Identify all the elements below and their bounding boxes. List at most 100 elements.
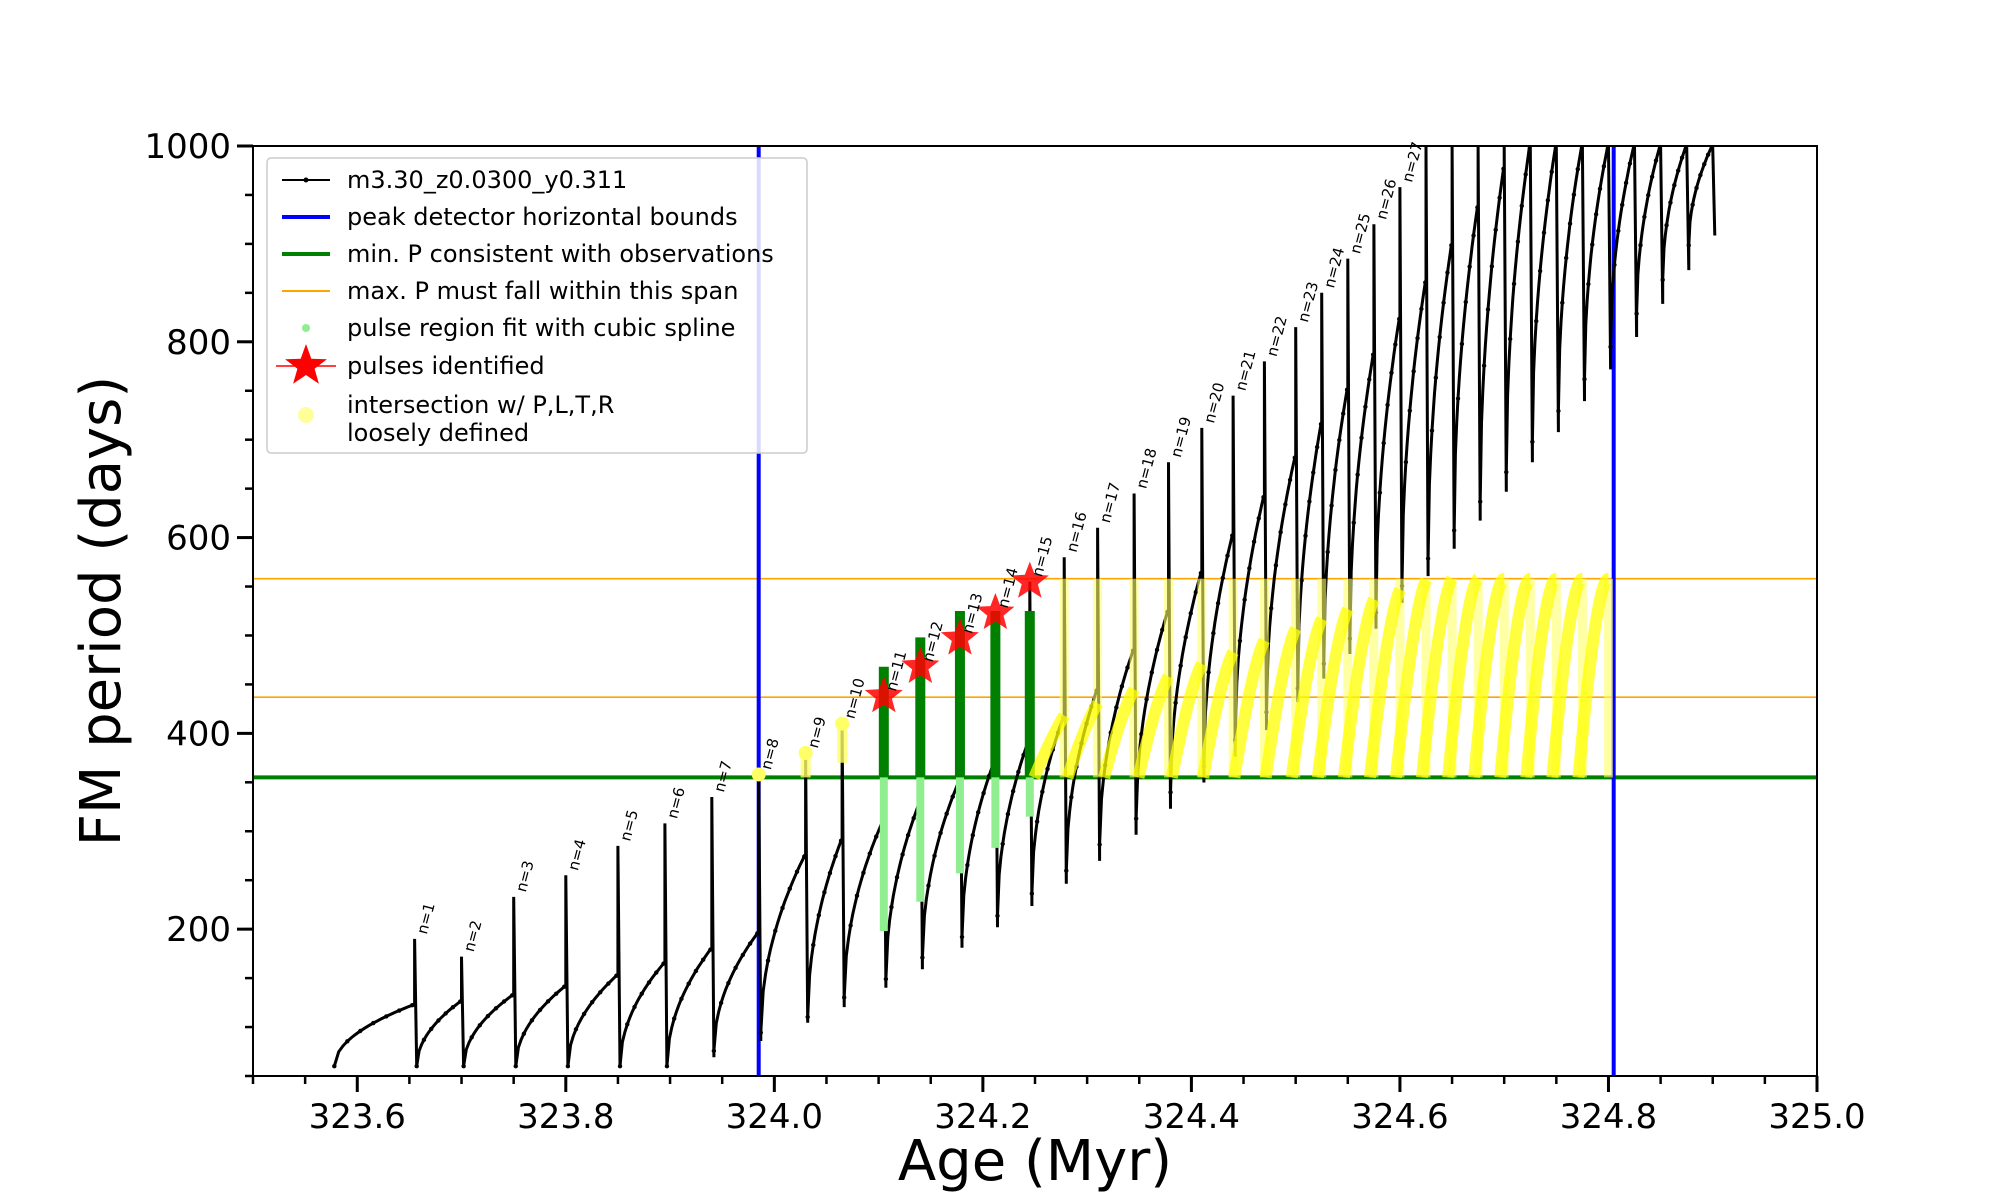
x-tick-label: 324.4 <box>1143 1097 1240 1137</box>
model-point <box>1225 553 1230 558</box>
pulse-number-label: n=17 <box>1096 480 1124 524</box>
model-point <box>1493 227 1498 233</box>
model-point <box>1268 606 1274 611</box>
model-point <box>1149 670 1155 675</box>
legend-key-circle <box>298 407 314 423</box>
model-point <box>1463 299 1468 305</box>
legend-label: m3.30_z0.0300_y0.311 <box>347 166 627 194</box>
model-point <box>867 851 873 856</box>
intersection-point <box>835 716 850 731</box>
model-point <box>822 890 827 895</box>
model-point <box>1419 306 1424 312</box>
intersection-arc <box>1468 572 1508 778</box>
model-point <box>995 913 1000 919</box>
model-point <box>827 870 833 876</box>
model-point <box>1702 162 1707 167</box>
pulse-number-label: n=2 <box>460 918 486 953</box>
intersection-arc <box>1228 637 1270 779</box>
pulse-number-label: n=18 <box>1133 446 1161 490</box>
model-point <box>1411 369 1416 374</box>
model-point <box>848 923 853 928</box>
intersection-arc <box>1390 577 1432 779</box>
model-point <box>938 830 943 836</box>
model-point <box>1125 665 1130 670</box>
x-axis-title: Age (Myr) <box>898 1129 1172 1194</box>
pulse-number-label: n=12 <box>919 619 947 663</box>
pulse-number-label: n=5 <box>616 808 642 843</box>
model-point <box>1672 183 1677 188</box>
model-point <box>1690 202 1695 207</box>
legend-key-star <box>285 344 327 384</box>
x-tick-label: 324.0 <box>726 1097 823 1137</box>
model-point <box>780 905 785 911</box>
model-point <box>959 934 965 940</box>
model-point <box>421 1037 427 1043</box>
model-point <box>1351 520 1356 525</box>
model-point <box>1497 195 1502 200</box>
model-point <box>900 852 905 857</box>
model-point <box>1355 472 1360 477</box>
model-point <box>1287 477 1293 483</box>
model-point <box>1523 172 1528 177</box>
model-point <box>747 941 753 946</box>
intersection-arc <box>1061 699 1103 780</box>
y-axis-title: FM period (days) <box>69 376 134 846</box>
model-point <box>410 1003 415 1008</box>
model-point <box>733 965 738 970</box>
model-point <box>700 957 706 962</box>
pulse-number-label: n=21 <box>1232 348 1260 392</box>
model-point <box>679 996 684 1002</box>
model-point <box>883 976 889 982</box>
y-tick-label: 1000 <box>144 127 231 167</box>
model-point <box>1341 411 1346 416</box>
model-point <box>1449 243 1454 248</box>
model-point <box>708 947 713 952</box>
identified-pulse-star <box>901 646 940 683</box>
pulse-number-label: n=10 <box>841 676 869 720</box>
model-point <box>1698 172 1703 178</box>
model-point <box>787 886 792 891</box>
model-point <box>1425 556 1431 561</box>
legend-label: peak detector horizontal bounds <box>347 203 738 231</box>
model-point <box>1173 700 1178 705</box>
model-point <box>1397 316 1402 322</box>
model-point <box>838 838 844 843</box>
intersection-arc <box>1520 572 1560 778</box>
model-point <box>1571 192 1577 197</box>
intersection-arc <box>1337 596 1380 779</box>
model-point <box>975 810 981 815</box>
model-point <box>1694 185 1699 191</box>
pulse-number-label: n=23 <box>1294 280 1322 324</box>
model-point <box>1441 300 1446 305</box>
model-point <box>981 790 986 796</box>
model-point <box>589 999 595 1005</box>
model-point <box>1459 341 1465 347</box>
model-point <box>614 973 619 978</box>
pulse-number-label: n=13 <box>958 591 986 635</box>
model-point <box>1377 490 1383 495</box>
pulse-number-label: n=26 <box>1372 177 1400 221</box>
pulse-number-label: n=14 <box>994 566 1022 610</box>
pulse-number-label: n=9 <box>804 715 830 750</box>
model-point <box>1211 631 1216 636</box>
model-point <box>1549 169 1554 174</box>
model-point <box>1160 627 1165 633</box>
model-point <box>625 1022 630 1027</box>
model-point <box>920 955 925 960</box>
model-point <box>1537 268 1543 274</box>
intersection-arc <box>1416 575 1458 779</box>
model-point <box>1385 402 1390 408</box>
model-point <box>1064 868 1069 873</box>
model-point <box>1040 789 1045 794</box>
model-point <box>461 1064 466 1069</box>
model-point <box>1299 578 1304 583</box>
model-point <box>1303 533 1308 538</box>
model-point <box>1381 440 1386 446</box>
model-point <box>861 870 866 876</box>
model-point <box>639 991 644 996</box>
model-point <box>1634 311 1639 316</box>
legend-box <box>266 157 808 454</box>
model-point <box>1029 891 1035 896</box>
model-point <box>646 980 652 985</box>
